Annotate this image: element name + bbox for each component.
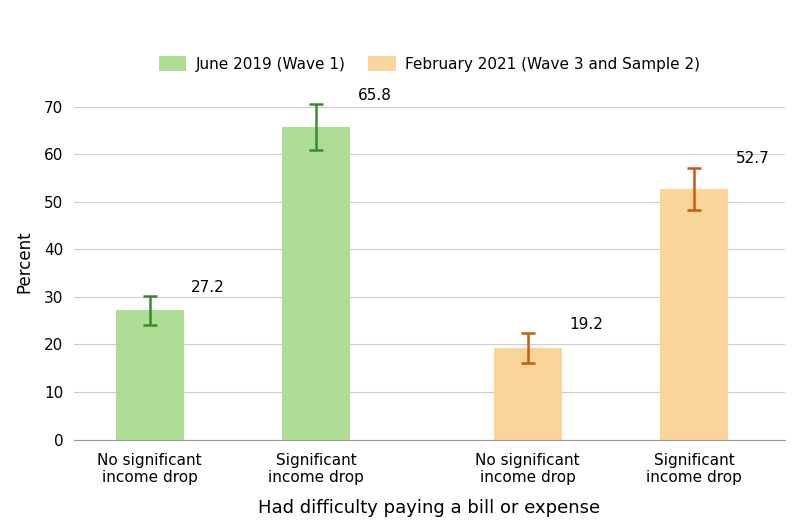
Bar xyxy=(115,310,183,439)
Y-axis label: Percent: Percent xyxy=(15,230,33,293)
Text: 19.2: 19.2 xyxy=(570,317,603,331)
Legend: June 2019 (Wave 1), February 2021 (Wave 3 and Sample 2): June 2019 (Wave 1), February 2021 (Wave … xyxy=(151,48,708,79)
Text: 65.8: 65.8 xyxy=(358,88,391,103)
Bar xyxy=(282,127,350,439)
X-axis label: Had difficulty paying a bill or expense: Had difficulty paying a bill or expense xyxy=(258,499,601,517)
Text: 27.2: 27.2 xyxy=(191,280,225,295)
Bar xyxy=(494,348,562,439)
Text: 52.7: 52.7 xyxy=(736,151,770,167)
Bar xyxy=(660,189,728,439)
